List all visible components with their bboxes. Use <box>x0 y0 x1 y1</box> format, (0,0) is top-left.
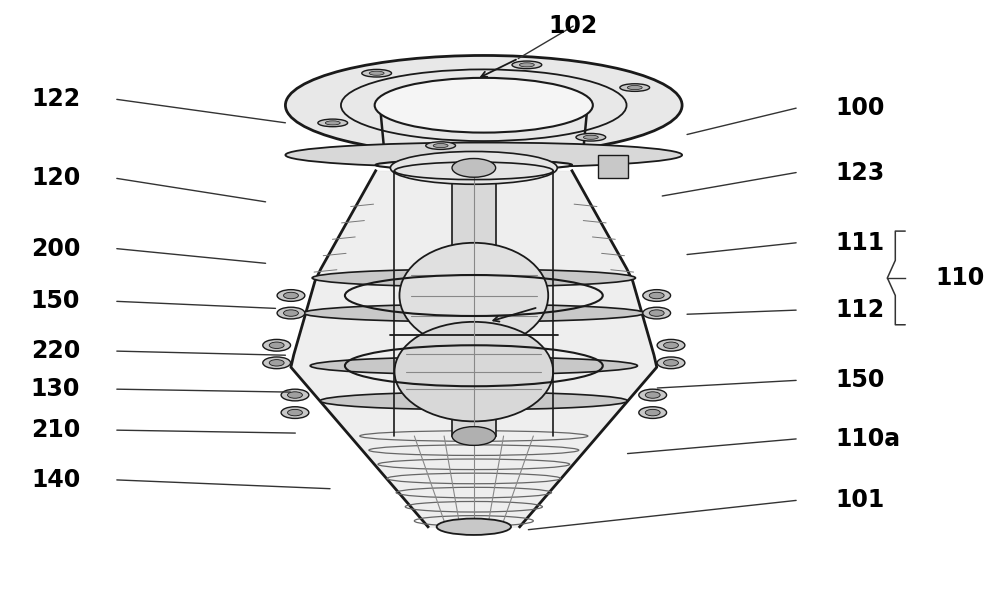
Ellipse shape <box>620 84 650 92</box>
Ellipse shape <box>643 290 671 301</box>
Ellipse shape <box>583 135 598 139</box>
Ellipse shape <box>320 392 628 410</box>
Ellipse shape <box>643 307 671 319</box>
Ellipse shape <box>312 269 635 287</box>
Text: 101: 101 <box>836 488 885 512</box>
Ellipse shape <box>318 119 348 126</box>
Ellipse shape <box>437 518 511 535</box>
Ellipse shape <box>263 339 291 351</box>
Ellipse shape <box>288 410 302 416</box>
Ellipse shape <box>325 121 340 125</box>
Ellipse shape <box>285 56 682 155</box>
Text: 150: 150 <box>836 368 885 392</box>
Text: 150: 150 <box>31 290 80 313</box>
Ellipse shape <box>452 158 496 177</box>
Ellipse shape <box>285 142 682 167</box>
Ellipse shape <box>519 63 534 67</box>
Ellipse shape <box>645 410 660 416</box>
Text: 210: 210 <box>31 418 80 442</box>
Ellipse shape <box>627 86 642 90</box>
Ellipse shape <box>281 389 309 401</box>
Text: 111: 111 <box>836 231 885 255</box>
Text: 102: 102 <box>548 14 598 38</box>
Ellipse shape <box>576 134 606 141</box>
Ellipse shape <box>657 339 685 351</box>
Ellipse shape <box>433 144 448 148</box>
Text: 140: 140 <box>31 468 80 492</box>
Text: 120: 120 <box>31 167 80 190</box>
Ellipse shape <box>664 359 678 366</box>
Ellipse shape <box>369 71 384 75</box>
Ellipse shape <box>284 293 298 298</box>
Ellipse shape <box>310 357 637 375</box>
Ellipse shape <box>277 290 305 301</box>
Ellipse shape <box>452 427 496 446</box>
Ellipse shape <box>645 392 660 398</box>
Ellipse shape <box>394 322 553 421</box>
Ellipse shape <box>649 293 664 298</box>
Ellipse shape <box>639 389 667 401</box>
Ellipse shape <box>664 342 678 349</box>
Ellipse shape <box>375 78 593 132</box>
Bar <box>452 168 496 436</box>
Text: 220: 220 <box>31 339 80 363</box>
Ellipse shape <box>649 310 664 316</box>
Ellipse shape <box>639 407 667 418</box>
Ellipse shape <box>376 160 572 170</box>
Ellipse shape <box>284 310 298 316</box>
Ellipse shape <box>397 158 550 165</box>
Text: 110a: 110a <box>836 427 901 451</box>
Ellipse shape <box>269 359 284 366</box>
Text: 100: 100 <box>836 96 885 120</box>
Bar <box>598 155 628 178</box>
Text: 123: 123 <box>836 161 885 184</box>
Ellipse shape <box>269 342 284 349</box>
Ellipse shape <box>277 307 305 319</box>
Text: 200: 200 <box>31 236 80 261</box>
Ellipse shape <box>390 151 557 184</box>
Ellipse shape <box>426 142 456 150</box>
Text: 110: 110 <box>935 266 984 290</box>
Text: 122: 122 <box>31 87 80 111</box>
Ellipse shape <box>399 243 548 348</box>
Ellipse shape <box>288 392 302 398</box>
Text: 130: 130 <box>31 377 80 401</box>
Ellipse shape <box>362 69 392 77</box>
Ellipse shape <box>303 304 644 322</box>
Ellipse shape <box>263 357 291 369</box>
Ellipse shape <box>657 357 685 369</box>
Ellipse shape <box>512 61 542 69</box>
Text: 112: 112 <box>836 298 885 322</box>
Ellipse shape <box>281 407 309 418</box>
